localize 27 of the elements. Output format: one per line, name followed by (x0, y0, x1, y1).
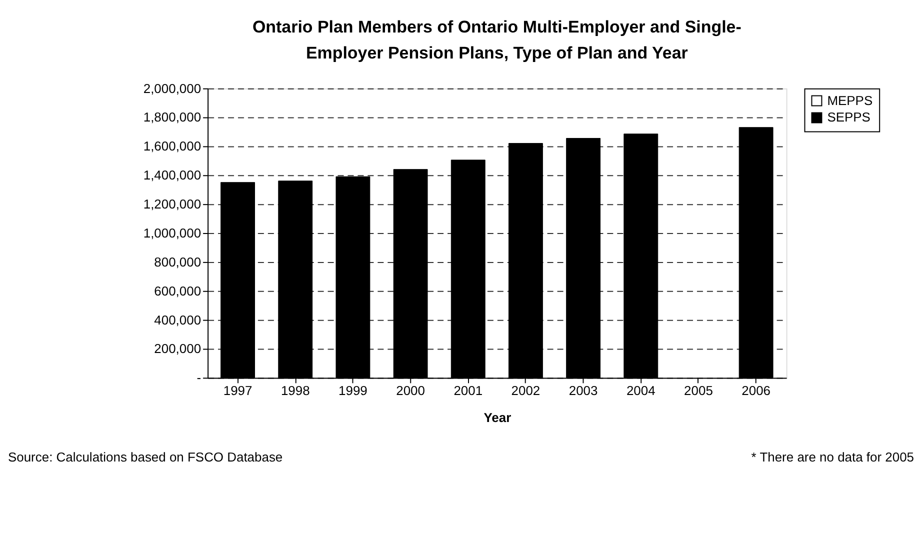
y-tick-label: 800,000 (154, 254, 202, 270)
x-tick-label: 2005 (684, 383, 713, 398)
x-tick-label: 2004 (626, 383, 656, 398)
x-tick-label: 1999 (338, 383, 368, 398)
y-tick-label: 200,000 (154, 341, 202, 356)
y-tick-label: 1,000,000 (143, 226, 202, 240)
x-axis-title: Year (484, 410, 512, 426)
x-tick-label: 2000 (396, 383, 425, 398)
legend-label: MEPPS (827, 92, 873, 108)
y-tick-label: 1,200,000 (143, 196, 202, 212)
x-tick-label: 1997 (223, 383, 252, 398)
y-tick-label: 1,800,000 (143, 110, 202, 125)
x-tick-label: 2003 (568, 383, 598, 398)
legend-label: SEPPS (827, 110, 871, 125)
y-tick-label: 400,000 (154, 312, 202, 328)
source-note: Source: Calculations based on FSCO Database (8, 450, 283, 465)
x-tick-label: 2006 (742, 383, 770, 398)
y-tick-label: 2,000,000 (143, 80, 202, 96)
chart-title: Ontario Plan Members of Ontario Multi-Employer and Single-Employer Pension Plans, Type of Plan and Year (252, 17, 742, 62)
y-tick-label: - (196, 370, 202, 386)
text: * There are no data for 2005 (751, 450, 914, 465)
y-tick-label: 1,600,000 (143, 138, 202, 154)
x-tick-label: 2002 (511, 383, 540, 398)
x-tick-label: 1998 (280, 383, 310, 398)
y-tick-label: 1,400,000 (143, 168, 202, 183)
y-tick-label: 600,000 (154, 283, 202, 298)
x-tick-label: 2001 (454, 383, 483, 398)
